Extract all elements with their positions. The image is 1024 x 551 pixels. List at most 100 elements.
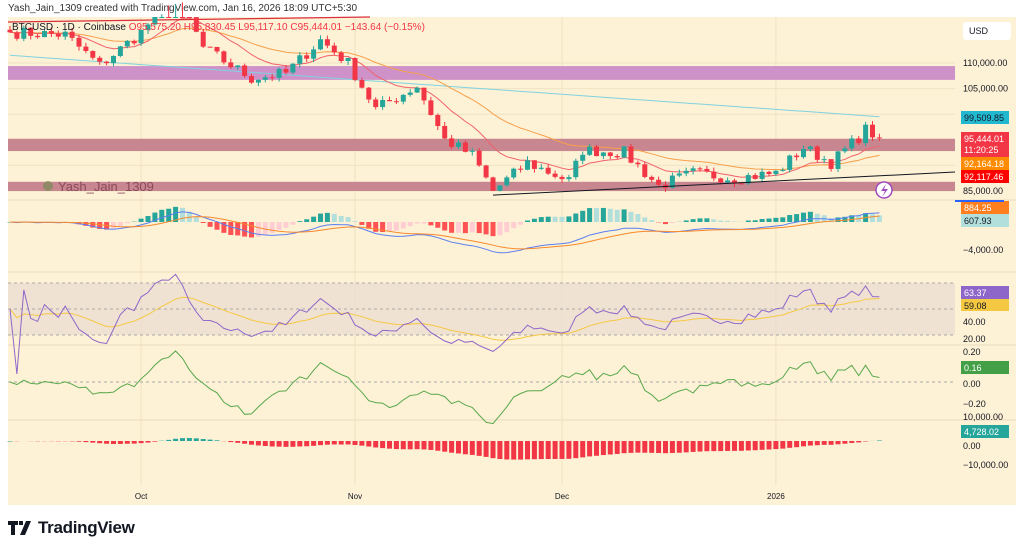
candle-up — [21, 27, 27, 39]
histogram-bar — [380, 441, 386, 449]
hist-axis-label: −10,000.00 — [963, 460, 1008, 470]
candle-down — [166, 17, 172, 18]
histogram-bar — [373, 441, 379, 448]
macd-histogram-bar — [435, 222, 441, 228]
macd-histogram-bar — [400, 222, 406, 229]
macd-histogram-bar — [497, 222, 503, 236]
macd-histogram-bar — [711, 219, 717, 222]
candle-down — [442, 125, 448, 139]
candle-up — [62, 31, 68, 37]
macd-histogram-bar — [552, 216, 558, 222]
candle-down — [366, 87, 372, 100]
histogram-bar — [821, 441, 827, 445]
candle-down — [531, 160, 537, 169]
candle-down — [69, 31, 75, 38]
candle-down — [711, 171, 717, 179]
macd-histogram-bar — [835, 217, 841, 222]
macd-histogram-bar — [642, 217, 648, 222]
candle-down — [324, 39, 330, 46]
candle-up — [801, 149, 806, 158]
candle-down — [462, 142, 468, 152]
macd-histogram-bar — [117, 222, 123, 226]
macd-histogram-bar — [690, 219, 696, 222]
histogram-bar — [607, 441, 613, 455]
macd-histogram-bar — [614, 209, 620, 222]
candle-down — [104, 61, 110, 64]
watermark: Yash_Jain_1309 — [58, 179, 154, 194]
histogram-bar — [249, 441, 254, 445]
macd-histogram-bar — [594, 208, 599, 222]
candle-down — [552, 173, 558, 177]
candle-up — [525, 160, 530, 170]
histogram-bar — [449, 441, 455, 453]
macd-histogram-bar — [290, 222, 296, 225]
long-ma-price-tag-bg — [961, 111, 1009, 124]
candle-down — [628, 146, 634, 163]
macd-histogram-bar — [849, 215, 855, 222]
histogram-bar — [469, 441, 475, 455]
histogram-bar — [525, 441, 530, 460]
candle-down — [794, 155, 800, 158]
candle-down — [387, 100, 392, 102]
macd-histogram-bar — [462, 222, 468, 234]
histogram-bar — [242, 441, 248, 444]
ohlc-legend: BTCUSD · 1D · Coinbase O95,575.20 H95,83… — [12, 22, 425, 33]
last-price-tag-countdown: 11:20:25 — [964, 145, 998, 155]
macd-histogram-bar — [90, 222, 96, 228]
histogram-bar — [801, 441, 806, 447]
macd-histogram-bar — [456, 222, 461, 233]
candle-down — [814, 146, 820, 160]
histogram-bar — [400, 441, 406, 450]
candle-down — [304, 55, 310, 59]
candle-down — [55, 33, 61, 37]
candle-up — [380, 100, 386, 108]
histogram-bar — [794, 441, 800, 448]
candle-up — [759, 171, 765, 179]
histogram-bar — [393, 441, 399, 450]
candle-up — [621, 146, 627, 158]
macd-histogram-bar — [428, 222, 434, 226]
candle-down — [207, 46, 213, 48]
candle-down — [607, 152, 613, 157]
histogram-bar — [780, 441, 786, 449]
candle-up — [580, 154, 586, 161]
macd-histogram-bar — [635, 214, 641, 222]
macd-histogram-bar — [814, 213, 820, 222]
macd-histogram-bar — [587, 208, 593, 222]
hist-axis-label: 0.00 — [963, 441, 981, 451]
candle-down — [876, 137, 882, 139]
currency-button[interactable]: USD — [963, 22, 1011, 40]
histogram-bar — [352, 441, 358, 445]
macd-histogram-bar — [214, 222, 220, 230]
macd-histogram-bar — [704, 218, 710, 222]
hist-value-tag: 4,728.02 — [964, 427, 999, 437]
candle-down — [518, 168, 524, 170]
histogram-bar — [849, 441, 855, 443]
resistance-line — [7, 16, 371, 23]
heart-icon — [43, 181, 53, 191]
histogram-bar — [649, 441, 655, 453]
price-zone — [8, 138, 955, 152]
time-axis-label: Oct — [135, 492, 148, 501]
candle-down — [697, 168, 703, 170]
candle-up — [835, 151, 841, 169]
candle-up — [262, 77, 268, 80]
histogram-bar — [345, 441, 351, 445]
macd-histogram-bar — [801, 212, 806, 222]
macd-histogram-bar — [407, 222, 413, 227]
symbol-label[interactable]: BTCUSD · 1D · Coinbase — [12, 22, 126, 33]
histogram-bar — [594, 441, 599, 456]
histogram-bar — [228, 441, 234, 443]
candle-up — [469, 150, 475, 152]
histogram-bar — [732, 441, 737, 451]
macd-histogram-bar — [297, 221, 303, 222]
macd-histogram-bar — [828, 218, 834, 222]
macd-histogram-bar — [518, 222, 524, 225]
macd-histogram-bar — [759, 218, 765, 222]
histogram-bar — [290, 441, 296, 447]
macd-histogram-bar — [600, 207, 606, 222]
candle-down — [649, 176, 655, 180]
histogram-bar — [559, 441, 565, 459]
histogram-bar — [642, 441, 648, 453]
